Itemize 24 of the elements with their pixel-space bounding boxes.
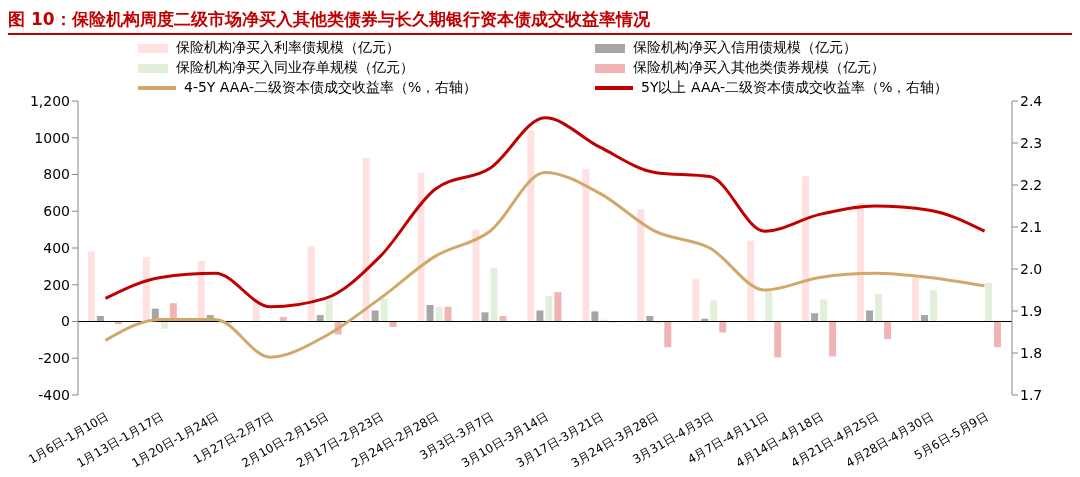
y-tick-label: 600 bbox=[43, 203, 70, 220]
y2-tick-label: 1.8 bbox=[1020, 344, 1043, 361]
y2-tick-label: 2.0 bbox=[1020, 260, 1043, 277]
y2-tick-label: 1.7 bbox=[1020, 386, 1043, 403]
y2-tick-label: 2.3 bbox=[1020, 134, 1043, 151]
y2-tick-label: 2.4 bbox=[1020, 92, 1043, 109]
y2-tick-label: 1.9 bbox=[1020, 302, 1043, 319]
y2-tick-label: 2.2 bbox=[1020, 176, 1043, 193]
legend-label: 保险机构净买入信用债规模（亿元） bbox=[633, 39, 857, 57]
y-tick-label: -400 bbox=[38, 386, 70, 403]
y2-tick-label: 2.1 bbox=[1020, 218, 1043, 235]
y-tick-label: 1,200 bbox=[29, 92, 70, 109]
legend-label: 保险机构净买入利率债规模（亿元） bbox=[176, 39, 400, 57]
legend-label: 5Y以上 AAA-二级资本债成交收益率（%，右轴） bbox=[641, 79, 949, 97]
legend-label: 保险机构净买入同业存单规模（亿元） bbox=[176, 59, 414, 77]
y-tick-label: 0 bbox=[61, 313, 70, 330]
chart-title: 图 10：保险机构周度二级市场净买入其他类债券与长久期银行资本债成交收益率情况 bbox=[8, 8, 1072, 35]
legend-label: 保险机构净买入其他类债券规模（亿元） bbox=[633, 59, 885, 77]
y-tick-label: 800 bbox=[43, 166, 70, 183]
y-tick-label: 200 bbox=[43, 276, 70, 293]
y-tick-label: 1000 bbox=[34, 129, 70, 146]
legend-label: 4-5Y AAA-二级资本债成交收益率（%，右轴） bbox=[184, 79, 478, 97]
y-tick-label: -200 bbox=[38, 350, 70, 367]
y-tick-label: 400 bbox=[43, 239, 70, 256]
